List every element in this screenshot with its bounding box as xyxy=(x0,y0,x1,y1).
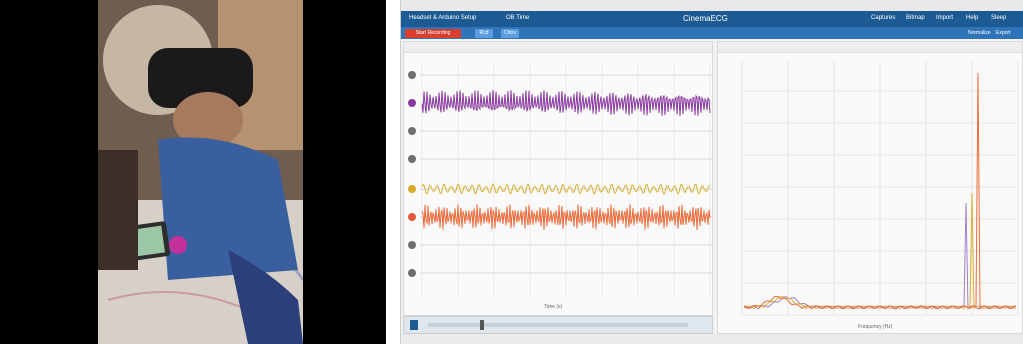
time-series-controls xyxy=(404,42,712,53)
menu-bitmap[interactable]: Bitmap xyxy=(906,15,925,21)
window-titlebar xyxy=(401,0,1023,11)
spectrum-panel: Frequency (Hz) xyxy=(717,41,1023,334)
play-icon[interactable] xyxy=(410,320,418,330)
time-series-panel: Time (s) xyxy=(403,41,713,316)
purple-signal-trace xyxy=(421,89,711,117)
photo-illustration xyxy=(98,0,303,344)
header-tab-setup[interactable]: Headset & Arduino Setup xyxy=(409,15,477,21)
brand-logo: CinemaECG xyxy=(683,14,728,23)
orange-spectrum-trace xyxy=(743,72,1017,310)
channel-toggle-1[interactable] xyxy=(408,71,416,79)
header-tab-time[interactable]: OB Time xyxy=(506,15,530,21)
time-series-plot xyxy=(408,61,712,298)
timeline-scrubber[interactable] xyxy=(480,320,484,330)
playback-controls xyxy=(410,320,688,330)
yellow-spectrum-trace xyxy=(743,192,1017,310)
menu-captures[interactable]: Captures xyxy=(871,15,896,21)
time-axis-label: Time (s) xyxy=(544,304,563,310)
ecg-app-window: Headset & Arduino Setup OB Time CinemaEC… xyxy=(400,0,1023,344)
timeline-track[interactable] xyxy=(428,323,688,327)
menu-import[interactable]: Import xyxy=(936,15,954,21)
channel-toggle-5[interactable] xyxy=(408,185,416,193)
playback-bar xyxy=(403,316,713,334)
spectrum-plot xyxy=(741,61,1019,316)
channels-mini-button[interactable]: Chns xyxy=(501,29,519,38)
channel-toggle-7[interactable] xyxy=(408,241,416,249)
record-mini-button[interactable]: Rcd xyxy=(475,29,493,38)
yellow-signal-trace xyxy=(421,182,711,196)
channel-toggle-4[interactable] xyxy=(408,155,416,163)
orange-signal-trace xyxy=(421,204,711,231)
channel-toggle-6[interactable] xyxy=(408,213,416,221)
start-recording-button[interactable]: Start Recording xyxy=(405,29,461,38)
secondary-toolbar xyxy=(401,27,1023,39)
camera-photo xyxy=(0,0,386,344)
menu-help[interactable]: Help xyxy=(966,15,979,21)
spectrum-controls xyxy=(718,42,1022,53)
channel-toggle-8[interactable] xyxy=(408,269,416,277)
frequency-axis-label: Frequency (Hz) xyxy=(858,324,893,330)
normalize-tool[interactable]: Normalize xyxy=(968,30,991,36)
status-bar xyxy=(401,334,1023,344)
menu-sleep[interactable]: Sleep xyxy=(991,15,1007,21)
photo-scene xyxy=(98,0,303,344)
channel-toggle-3[interactable] xyxy=(408,127,416,135)
channel-toggle-2[interactable] xyxy=(408,99,416,107)
export-tool[interactable]: Export xyxy=(996,30,1011,36)
app-header: Headset & Arduino Setup OB Time CinemaEC… xyxy=(401,11,1023,27)
